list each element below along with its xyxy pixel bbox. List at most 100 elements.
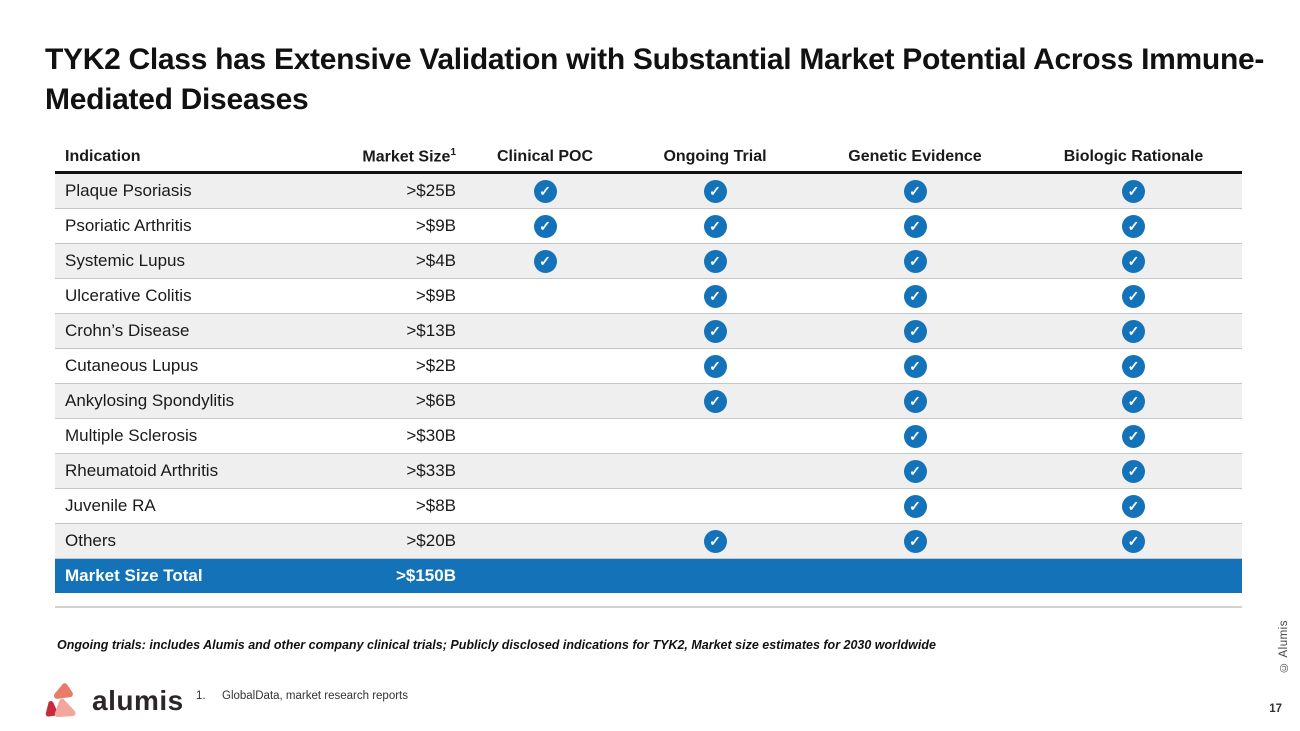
- genetic-evidence-cell: ✓: [805, 249, 1025, 273]
- column-header-clinical-poc: Clinical POC: [496, 148, 594, 165]
- genetic-evidence-cell: ✓: [805, 319, 1025, 343]
- check-circle-icon: ✓: [1122, 529, 1145, 553]
- biologic-rationale-cell: ✓: [1025, 284, 1242, 308]
- market-size-total-row: Market Size Total >$150B: [55, 559, 1242, 593]
- check-circle-icon: ✓: [703, 284, 727, 308]
- table-row: Cutaneous Lupus >$2B ✓ ✓ ✓: [55, 349, 1242, 384]
- indication-cell: Multiple Sclerosis: [65, 426, 198, 445]
- check-circle-icon: ✓: [1122, 389, 1145, 413]
- check-circle-icon: ✓: [903, 389, 927, 413]
- check-circle-icon: ✓: [703, 249, 727, 273]
- footnote: 1. GlobalData, market research reports: [196, 690, 408, 702]
- check-circle-icon: ✓: [903, 249, 927, 273]
- biologic-rationale-cell: ✓: [1025, 179, 1242, 203]
- footnote-marker: 1.: [196, 690, 206, 702]
- market-size-cell: >$8B: [415, 496, 456, 515]
- genetic-evidence-cell: ✓: [805, 389, 1025, 413]
- footnote-superscript: 1: [450, 147, 456, 159]
- column-header-market-size: Market Size1: [362, 147, 456, 166]
- check-circle-icon: ✓: [1122, 249, 1145, 273]
- indication-cell: Cutaneous Lupus: [65, 356, 199, 375]
- check-circle-icon: ✓: [1122, 319, 1145, 343]
- check-circle-icon: ✓: [533, 179, 557, 203]
- indication-cell: Plaque Psoriasis: [65, 181, 192, 200]
- genetic-evidence-cell: ✓: [805, 459, 1025, 483]
- check-circle-icon: ✓: [903, 459, 927, 483]
- check-circle-icon: ✓: [1122, 424, 1145, 448]
- table-row: Crohn’s Disease >$13B ✓ ✓ ✓: [55, 314, 1242, 349]
- check-circle-icon: ✓: [1122, 214, 1145, 238]
- check-circle-icon: ✓: [903, 494, 927, 518]
- table-row: Plaque Psoriasis >$25B ✓ ✓ ✓ ✓: [55, 174, 1242, 209]
- table-header-row: Indication Market Size1 Clinical POC Ong…: [55, 143, 1242, 174]
- market-size-cell: >$33B: [406, 461, 456, 480]
- genetic-evidence-cell: ✓: [805, 494, 1025, 518]
- indication-cell: Psoriatic Arthritis: [65, 216, 192, 235]
- check-circle-icon: ✓: [703, 319, 727, 343]
- genetic-evidence-cell: ✓: [805, 354, 1025, 378]
- market-size-cell: >$6B: [415, 391, 456, 410]
- clinical-poc-cell: ✓: [465, 214, 625, 238]
- check-circle-icon: ✓: [1122, 494, 1145, 518]
- check-circle-icon: ✓: [1122, 354, 1145, 378]
- genetic-evidence-cell: ✓: [805, 179, 1025, 203]
- alumis-logo: alumis: [44, 680, 184, 722]
- alumis-wordmark: alumis: [92, 685, 184, 716]
- column-header-indication: Indication: [65, 148, 141, 165]
- column-header-biologic-rationale: Biologic Rationale: [1063, 148, 1204, 165]
- ongoing-trial-cell: ✓: [625, 389, 805, 413]
- indication-cell: Ankylosing Spondylitis: [65, 391, 235, 410]
- biologic-rationale-cell: ✓: [1025, 249, 1242, 273]
- ongoing-trial-cell: ✓: [625, 354, 805, 378]
- biologic-rationale-cell: ✓: [1025, 459, 1242, 483]
- check-circle-icon: ✓: [703, 179, 727, 203]
- biologic-rationale-cell: ✓: [1025, 214, 1242, 238]
- ongoing-trial-cell: ✓: [625, 319, 805, 343]
- total-label: Market Size Total: [65, 566, 203, 585]
- indications-table: Indication Market Size1 Clinical POC Ong…: [55, 143, 1242, 593]
- table-row: Multiple Sclerosis >$30B ✓ ✓: [55, 419, 1242, 454]
- table-row: Psoriatic Arthritis >$9B ✓ ✓ ✓ ✓: [55, 209, 1242, 244]
- check-circle-icon: ✓: [703, 354, 727, 378]
- biologic-rationale-cell: ✓: [1025, 389, 1242, 413]
- check-circle-icon: ✓: [533, 249, 557, 273]
- check-circle-icon: ✓: [703, 214, 727, 238]
- check-circle-icon: ✓: [903, 354, 927, 378]
- check-circle-icon: ✓: [903, 529, 927, 553]
- indication-cell: Juvenile RA: [65, 496, 156, 515]
- genetic-evidence-cell: ✓: [805, 529, 1025, 553]
- genetic-evidence-cell: ✓: [805, 424, 1025, 448]
- ongoing-trial-cell: ✓: [625, 249, 805, 273]
- check-circle-icon: ✓: [1122, 284, 1145, 308]
- copyright-vertical-text: © Alumis: [1278, 619, 1290, 673]
- biologic-rationale-cell: ✓: [1025, 424, 1242, 448]
- table-row: Ulcerative Colitis >$9B ✓ ✓ ✓: [55, 279, 1242, 314]
- table-row: Ankylosing Spondylitis >$6B ✓ ✓ ✓: [55, 384, 1242, 419]
- page-number: 17: [1269, 703, 1282, 715]
- ongoing-trial-cell: ✓: [625, 529, 805, 553]
- biologic-rationale-cell: ✓: [1025, 529, 1242, 553]
- genetic-evidence-cell: ✓: [805, 214, 1025, 238]
- check-circle-icon: ✓: [703, 389, 727, 413]
- genetic-evidence-cell: ✓: [805, 284, 1025, 308]
- indication-cell: Systemic Lupus: [65, 251, 185, 270]
- alumis-logo-icon: [45, 683, 76, 717]
- indication-cell: Rheumatoid Arthritis: [65, 461, 219, 480]
- check-circle-icon: ✓: [903, 284, 927, 308]
- clinical-poc-cell: ✓: [465, 249, 625, 273]
- market-size-cell: >$9B: [415, 216, 456, 235]
- table-row: Others >$20B ✓ ✓ ✓: [55, 524, 1242, 559]
- check-circle-icon: ✓: [903, 424, 927, 448]
- ongoing-trial-cell: ✓: [625, 284, 805, 308]
- indication-cell: Others: [65, 531, 117, 550]
- check-circle-icon: ✓: [903, 179, 927, 203]
- check-circle-icon: ✓: [1122, 179, 1145, 203]
- biologic-rationale-cell: ✓: [1025, 354, 1242, 378]
- check-circle-icon: ✓: [903, 319, 927, 343]
- market-size-cell: >$25B: [406, 181, 456, 200]
- table-row: Systemic Lupus >$4B ✓ ✓ ✓ ✓: [55, 244, 1242, 279]
- check-circle-icon: ✓: [1122, 459, 1145, 483]
- page-title: TYK2 Class has Extensive Validation with…: [45, 43, 1265, 116]
- total-value: >$150B: [395, 566, 456, 585]
- market-size-cell: >$4B: [415, 251, 456, 270]
